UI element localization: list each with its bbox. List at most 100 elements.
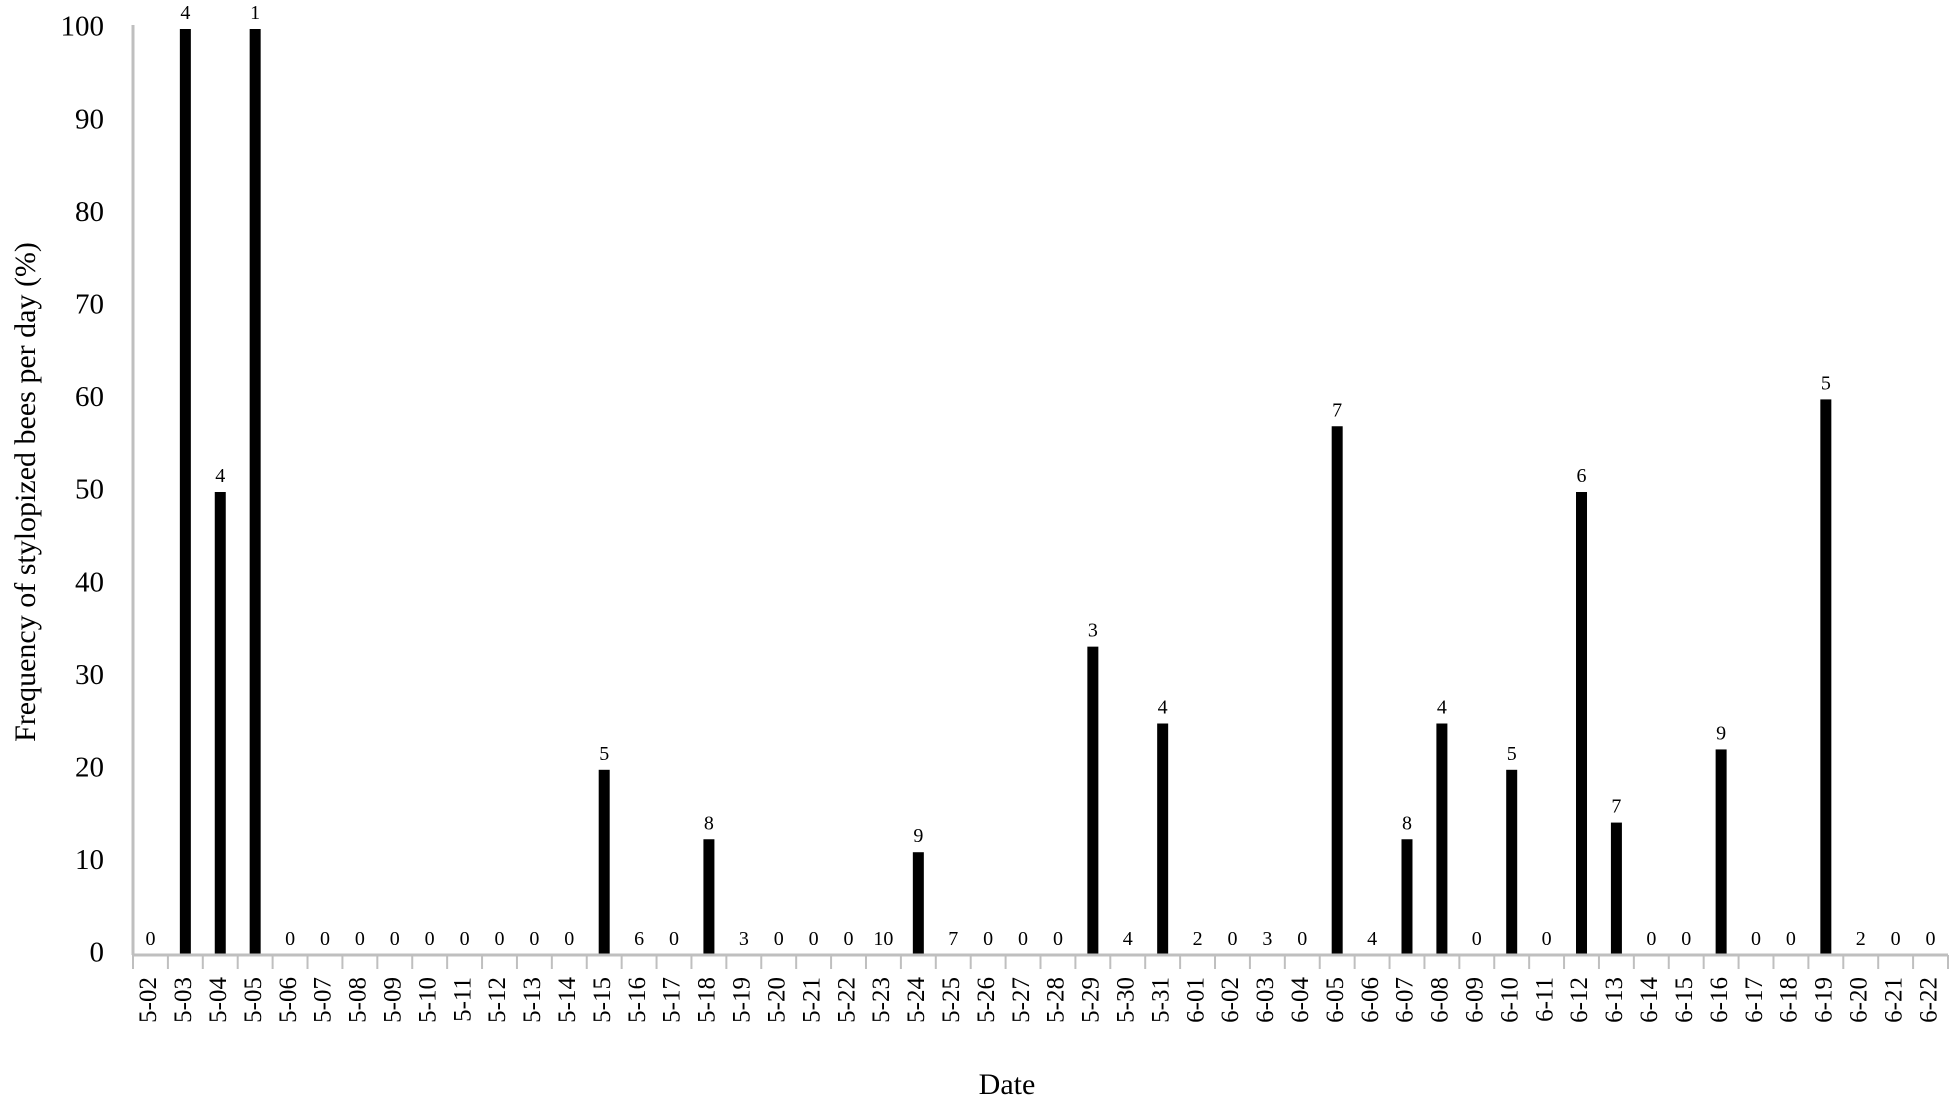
x-tick-label: 5-30 <box>1112 977 1139 1023</box>
data-label: 3 <box>1262 928 1272 950</box>
x-tick-label: 5-13 <box>519 977 546 1023</box>
x-tick-label: 5-10 <box>414 977 441 1023</box>
data-label: 7 <box>1332 399 1342 421</box>
x-tick-label: 5-08 <box>345 977 372 1023</box>
bar <box>1157 723 1169 955</box>
data-label: 9 <box>913 825 923 847</box>
x-tick-label: 5-27 <box>1008 977 1035 1023</box>
x-tick-label: 5-31 <box>1147 977 1174 1023</box>
data-label: 0 <box>774 928 784 950</box>
x-tick-label: 5-15 <box>589 977 616 1023</box>
data-label: 3 <box>1088 620 1098 642</box>
data-label: 1 <box>250 2 260 24</box>
x-tick-label: 5-28 <box>1043 977 1070 1023</box>
data-label: 5 <box>1821 372 1831 394</box>
x-tick-label: 5-12 <box>484 977 511 1023</box>
x-tick-label: 5-22 <box>833 977 860 1023</box>
y-tick-label: 70 <box>75 288 104 320</box>
x-tick-label: 5-14 <box>554 977 581 1023</box>
data-label: 0 <box>1891 928 1901 950</box>
x-tick-label: 5-18 <box>694 977 721 1023</box>
x-tick-label: 5-06 <box>275 977 302 1023</box>
bar <box>1715 749 1727 955</box>
data-label: 0 <box>285 928 295 950</box>
data-label: 9 <box>1716 722 1726 744</box>
x-tick-label: 5-23 <box>868 977 895 1023</box>
data-label: 0 <box>1227 928 1237 950</box>
x-tick-label: 6-03 <box>1252 977 1279 1023</box>
x-tick-label: 6-20 <box>1845 977 1872 1023</box>
data-label: 4 <box>1123 928 1133 950</box>
data-label: 3 <box>739 928 749 950</box>
data-label: 4 <box>180 2 190 24</box>
x-tick-label: 6-01 <box>1182 977 1209 1023</box>
x-tick-label: 5-21 <box>798 977 825 1023</box>
x-tick-label: 6-16 <box>1706 977 1733 1023</box>
x-tick-label: 6-18 <box>1776 977 1803 1023</box>
data-label: 4 <box>215 465 225 487</box>
data-label: 0 <box>844 928 854 950</box>
x-tick-label: 5-24 <box>903 977 930 1023</box>
data-label: 0 <box>1297 928 1307 950</box>
y-tick-label: 0 <box>90 937 105 969</box>
x-tick-label: 6-14 <box>1636 977 1663 1023</box>
data-label: 5 <box>1507 743 1517 765</box>
data-label: 2 <box>1193 928 1203 950</box>
data-label: 0 <box>809 928 819 950</box>
data-label: 6 <box>634 928 644 950</box>
x-axis-title: Date <box>979 1068 1036 1099</box>
data-label: 0 <box>355 928 365 950</box>
x-tick-label: 5-16 <box>624 977 651 1023</box>
bars <box>179 29 1832 955</box>
x-tick-label: 6-09 <box>1462 977 1489 1023</box>
y-tick-label: 80 <box>75 196 104 228</box>
x-tick-label: 5-20 <box>763 977 790 1023</box>
x-tick-label: 5-02 <box>135 977 162 1023</box>
data-label: 6 <box>1577 465 1587 487</box>
data-label: 0 <box>390 928 400 950</box>
data-label: 0 <box>1681 928 1691 950</box>
x-tick-label: 6-06 <box>1357 977 1384 1023</box>
data-label: 4 <box>1367 928 1377 950</box>
bar <box>179 29 191 955</box>
data-label: 0 <box>1472 928 1482 950</box>
y-tick-label: 10 <box>75 844 104 876</box>
data-label: 7 <box>1611 796 1621 818</box>
x-tick-label: 6-12 <box>1566 977 1593 1023</box>
bar <box>1436 723 1448 955</box>
data-label: 0 <box>1646 928 1656 950</box>
x-axis-ticks: 5-02 5-03 5-04 5-05 5-06 5-07 5-08 5-09 5-10 5-11… <box>132 955 1949 1023</box>
y-tick-label: 100 <box>61 11 105 43</box>
bar <box>1610 822 1622 955</box>
data-label: 0 <box>1926 928 1936 950</box>
x-tick-label: 6-19 <box>1811 977 1838 1023</box>
bar <box>912 852 924 955</box>
data-label: 0 <box>425 928 435 950</box>
data-label: 0 <box>145 928 155 950</box>
x-tick-label: 5-04 <box>205 977 232 1023</box>
data-label: 2 <box>1856 928 1866 950</box>
data-label: 0 <box>320 928 330 950</box>
y-tick-label: 50 <box>75 474 104 506</box>
x-tick-label: 5-05 <box>240 977 267 1023</box>
x-tick-label: 6-13 <box>1601 977 1628 1023</box>
data-label: 0 <box>564 928 574 950</box>
y-tick-label: 40 <box>75 566 104 598</box>
x-tick-label: 5-09 <box>380 977 407 1023</box>
bar <box>1820 399 1832 955</box>
data-label: 10 <box>873 928 893 950</box>
data-label: 8 <box>1402 812 1412 834</box>
data-label: 0 <box>494 928 504 950</box>
x-tick-label: 5-03 <box>170 977 197 1023</box>
x-tick-label: 5-25 <box>938 977 965 1023</box>
bar <box>703 839 715 955</box>
x-tick-label: 6-05 <box>1322 977 1349 1023</box>
x-tick-label: 5-11 <box>449 977 476 1022</box>
y-tick-label: 30 <box>75 659 104 691</box>
x-tick-label: 6-21 <box>1880 977 1907 1023</box>
bar <box>598 769 610 955</box>
bar <box>1331 426 1343 955</box>
data-label: 0 <box>529 928 539 950</box>
y-tick-label: 90 <box>75 103 104 135</box>
